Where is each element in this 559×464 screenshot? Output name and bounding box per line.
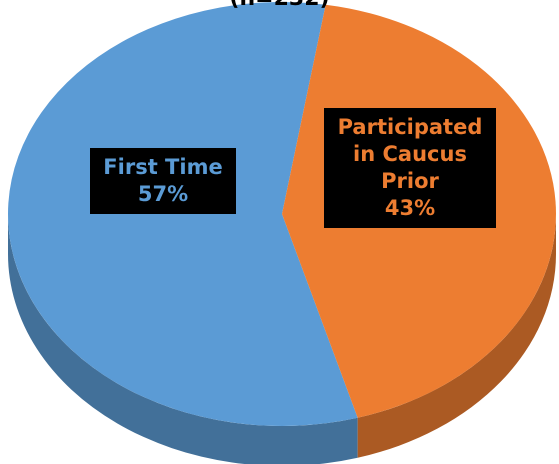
- chart-title: (n=232): [0, 0, 559, 11]
- pie-slice: [8, 2, 358, 427]
- value-label: 57%: [137, 182, 189, 206]
- pie-side: [8, 214, 358, 464]
- category-label: First Time: [103, 155, 223, 179]
- category-label: Participated in Caucus Prior: [337, 115, 483, 193]
- pie-side: [357, 214, 556, 458]
- data-label-box: Participated in Caucus Prior 43%: [324, 108, 496, 228]
- value-label: 43%: [384, 196, 436, 220]
- data-label-box: First Time 57%: [90, 148, 236, 214]
